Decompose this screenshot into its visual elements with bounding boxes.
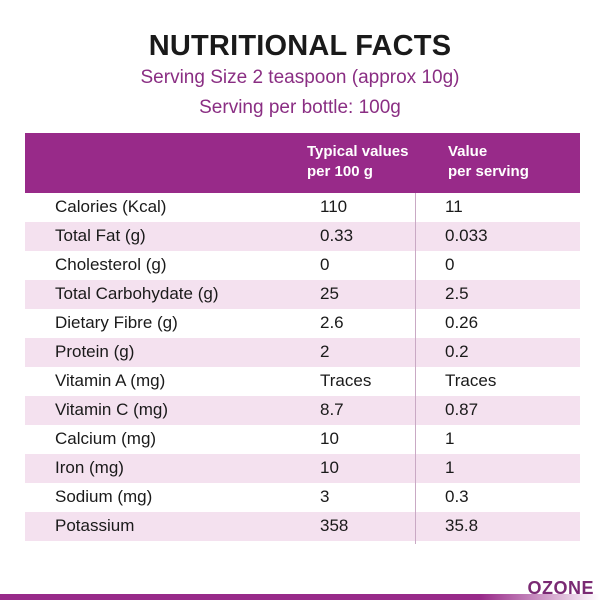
value-per-100g: 10: [320, 429, 339, 448]
nutrient-name: Vitamin A (mg): [55, 371, 166, 390]
table-row: Calories (Kcal) 110 11: [25, 193, 580, 222]
value-per-serving: 0: [445, 255, 455, 274]
nutrient-name: Protein (g): [55, 342, 135, 361]
serving-size-text: Serving Size 2 teaspoon (approx 10g): [140, 67, 460, 88]
nutrient-name: Vitamin C (mg): [55, 400, 169, 419]
value-per-100g: 2: [320, 342, 330, 361]
value-per-serving: Traces: [445, 371, 497, 390]
value-per-100g: 0.33: [320, 226, 354, 245]
nutrition-table: Typical values per 100 g Value per servi…: [25, 133, 580, 541]
table-row: Iron (mg) 10 1: [25, 454, 580, 483]
nutrient-name: Iron (mg): [55, 458, 124, 477]
value-per-serving: 0.2: [445, 342, 469, 361]
header-per-100g-line1: Typical values: [307, 143, 409, 160]
nutrient-name: Calcium (mg): [55, 429, 157, 448]
value-per-serving: 0.26: [445, 313, 479, 332]
table-row: Potassium 358 35.8: [25, 512, 580, 541]
table-row: Dietary Fibre (g) 2.6 0.26: [25, 309, 580, 338]
nutrient-name: Potassium: [55, 516, 135, 535]
value-per-serving: 1: [445, 458, 455, 477]
value-per-100g: 110: [320, 197, 348, 216]
serving-per-bottle-text: Serving per bottle: 100g: [199, 97, 401, 118]
header-per-serving-line1: Value: [448, 143, 488, 160]
nutrient-name: Calories (Kcal): [55, 197, 167, 216]
value-per-serving: 11: [445, 197, 463, 216]
table-row: Protein (g) 2 0.2: [25, 338, 580, 367]
table-row: Total Carbohydate (g) 25 2.5: [25, 280, 580, 309]
nutrient-name: Sodium (mg): [55, 487, 153, 506]
nutrient-name: Total Carbohydate (g): [55, 284, 219, 303]
value-per-100g: Traces: [320, 371, 372, 390]
value-per-100g: 3: [320, 487, 330, 506]
table-row: Vitamin A (mg) Traces Traces: [25, 367, 580, 396]
table-row: Cholesterol (g) 0 0: [25, 251, 580, 280]
value-per-100g: 10: [320, 458, 339, 477]
table-row: Total Fat (g) 0.33 0.033: [25, 222, 580, 251]
value-per-serving: 2.5: [445, 284, 469, 303]
table-row: Vitamin C (mg) 8.7 0.87: [25, 396, 580, 425]
header-per-100g-line2: per 100 g: [307, 163, 373, 180]
value-per-100g: 358: [320, 516, 349, 535]
table-row: Calcium (mg) 10 1: [25, 425, 580, 454]
value-per-serving: 0.87: [445, 400, 479, 419]
value-per-100g: 2.6: [320, 313, 344, 332]
nutrient-name: Dietary Fibre (g): [55, 313, 178, 332]
column-divider: [415, 193, 416, 544]
value-per-serving: 1: [445, 429, 455, 448]
bottom-accent-bar: [0, 594, 600, 600]
value-per-100g: 0: [320, 255, 330, 274]
header-per-serving-line2: per serving: [448, 163, 529, 180]
brand-logo: OZONE: [527, 578, 594, 598]
value-per-serving: 0.3: [445, 487, 469, 506]
header-per-100g: Typical values per 100 g: [307, 142, 408, 182]
table-body: Calories (Kcal) 110 11 Total Fat (g) 0.33 0.0…: [25, 193, 580, 541]
header-per-serving: Value per serving: [448, 142, 529, 182]
value-per-serving: 0.033: [445, 226, 488, 245]
value-per-100g: 25: [320, 284, 339, 303]
value-per-serving: 35.8: [445, 516, 479, 535]
nutrient-name: Cholesterol (g): [55, 255, 167, 274]
page-title: NUTRITIONAL FACTS: [148, 30, 452, 62]
value-per-100g: 8.7: [320, 400, 344, 419]
table-header: Typical values per 100 g Value per servi…: [25, 133, 580, 193]
table-row: Sodium (mg) 3 0.3: [25, 483, 580, 512]
nutrient-name: Total Fat (g): [55, 226, 146, 245]
